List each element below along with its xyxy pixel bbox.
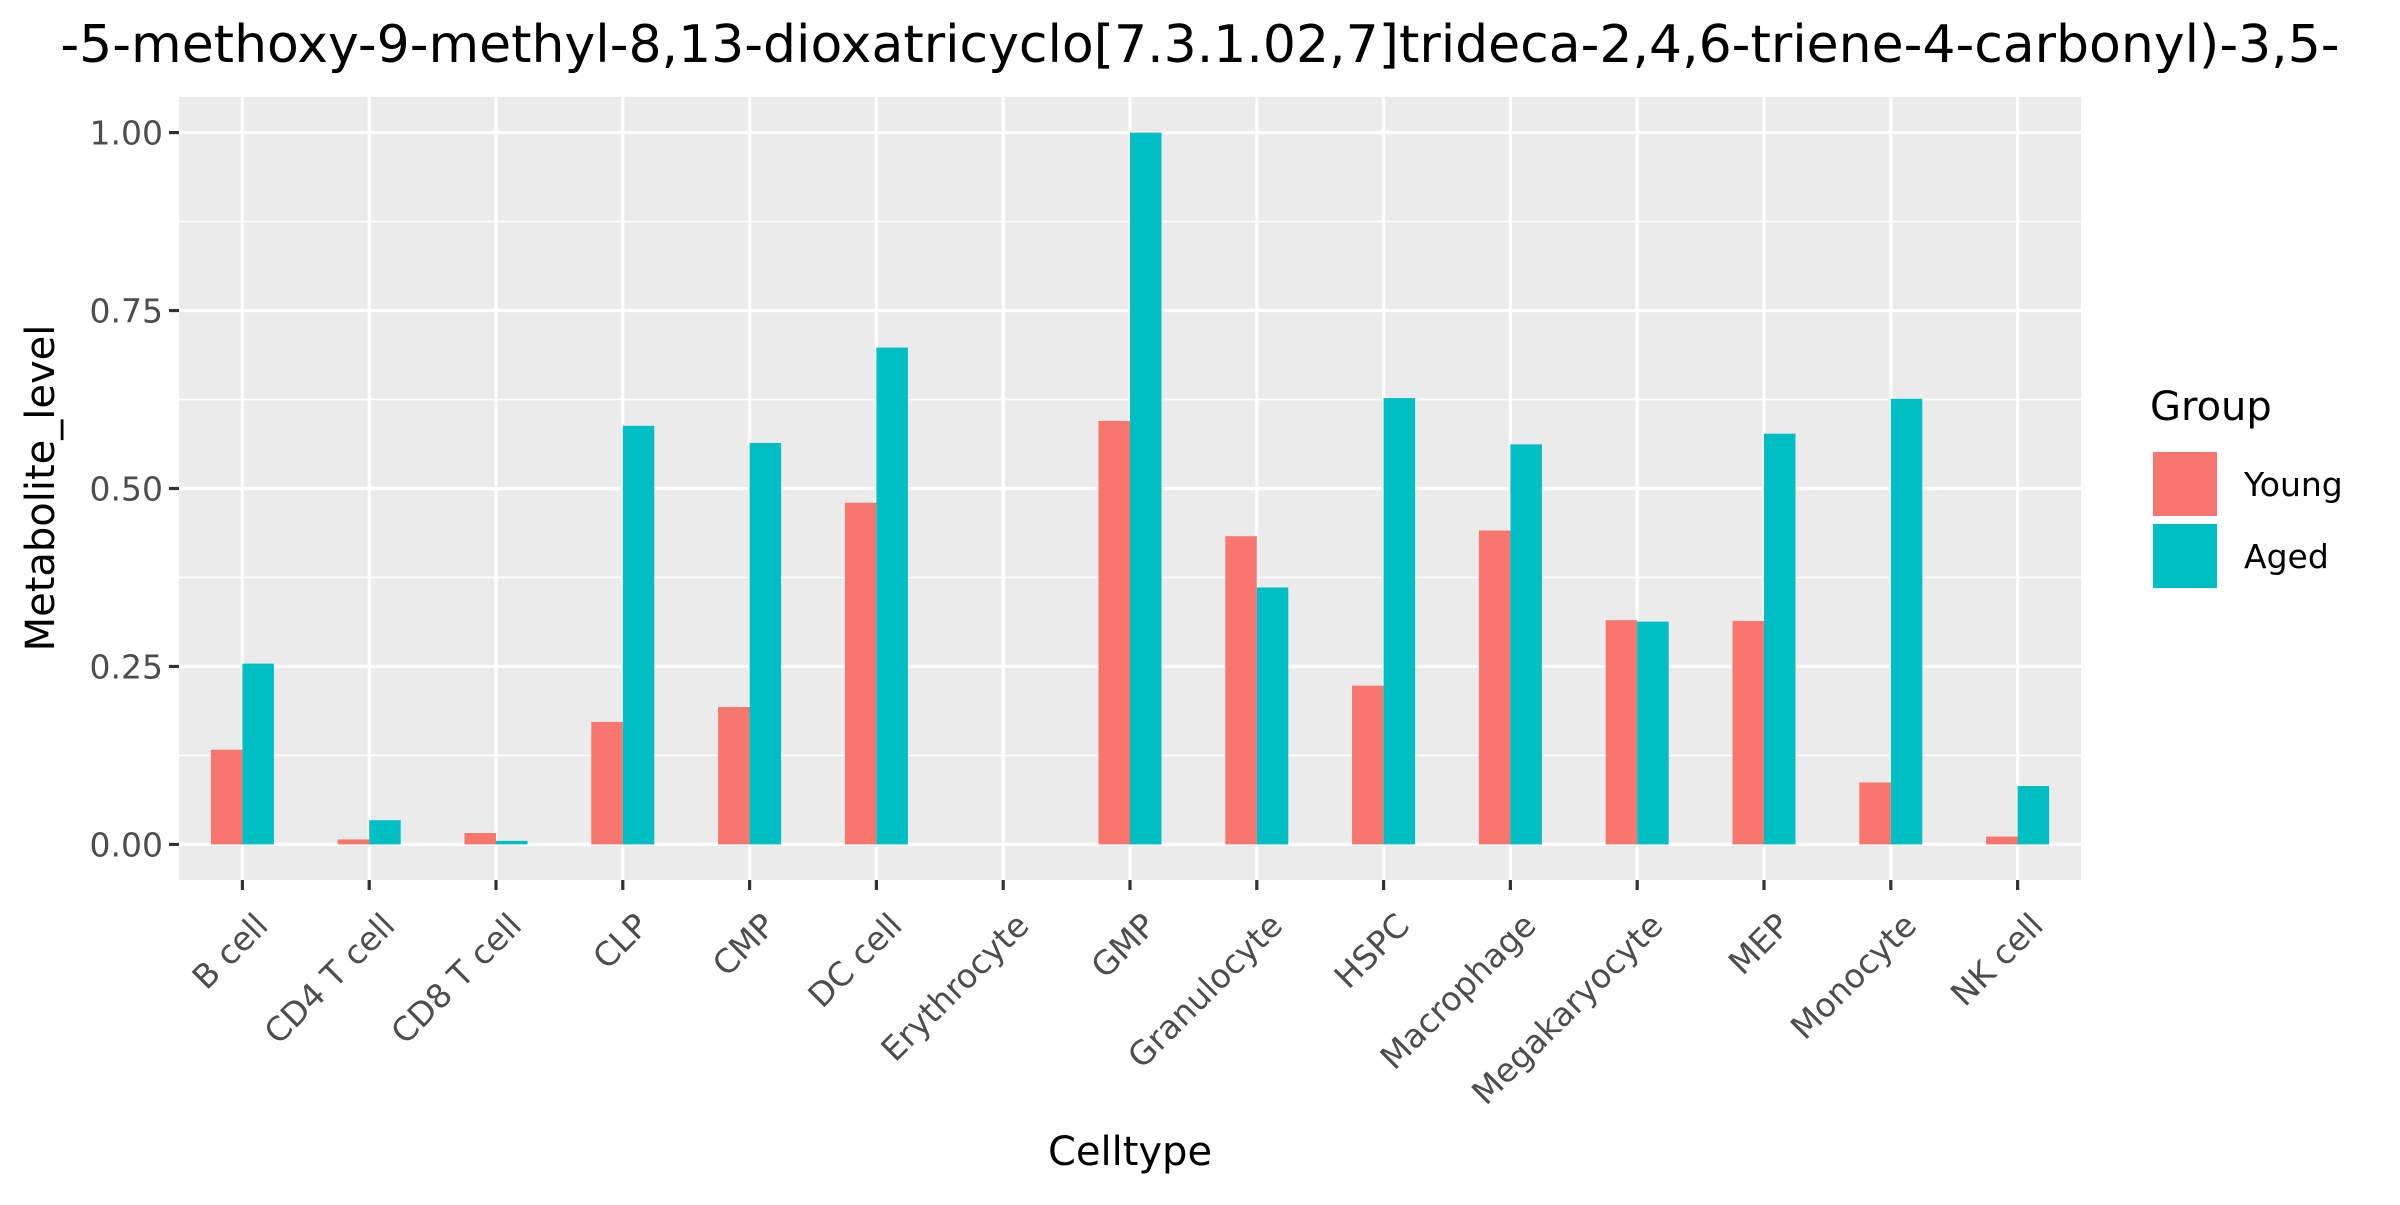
y-axis: 0.00 0.25 0.50 0.75 1.00 [90,114,179,864]
y-tick-label: 0.50 [90,470,163,509]
x-tick-label: HSPC [1326,906,1416,996]
bar-aged-monocyte [1890,398,1923,845]
bar-young-granulocyte [1225,536,1257,845]
x-tick-label: NK cell [1943,906,2051,1014]
y-tick-label: 1.00 [90,114,163,153]
x-tick-label: CLP [585,906,656,977]
y-tick-label: 0.00 [90,825,163,864]
bar-aged-mep [1764,433,1796,845]
x-axis-title: Celltype [1048,1129,1212,1175]
bar-young-gmp [1098,420,1130,845]
x-tick-label: MEP [1721,906,1798,983]
bar-aged-gmp [1130,132,1162,845]
bar-aged-cmp [749,442,782,845]
bar-aged-megakaryocyte [1637,621,1669,845]
legend-key-young [2153,452,2217,516]
bar-young-megakaryocyte [1605,620,1638,845]
legend-label-aged: Aged [2244,537,2329,576]
bar-aged-clp [622,425,655,845]
bar-aged-b-cell [242,663,274,845]
bar-aged-cd8-t-cell [496,840,528,845]
x-tick-label: DC cell [800,906,909,1015]
bar-young-cmp [718,707,750,845]
x-tick-label: B cell [184,906,275,997]
x-tick-label: CMP [705,906,783,984]
x-tick-label: CD8 T cell [383,906,529,1052]
bar-aged-dc-cell [876,347,908,845]
bars [210,132,2050,845]
y-axis-title: Metabolite_level [18,325,64,652]
bar-young-nk-cell [1986,836,2018,845]
chart-title: -5-methoxy-9-methyl-8,13-dioxatricyclo[7… [60,15,2339,75]
legend-label-young: Young [2243,465,2343,504]
bar-aged-cd4-t-cell [369,820,401,845]
legend-title: Group [2150,384,2272,430]
bar-young-clp [591,721,623,845]
bar-young-hspc [1352,685,1384,845]
legend-key-aged [2153,524,2217,588]
bar-young-b-cell [210,749,243,845]
bar-young-dc-cell [844,502,877,845]
x-tick-label: CD4 T cell [256,906,402,1052]
bar-young-cd8-t-cell [464,833,496,845]
y-tick-label: 0.75 [90,292,163,331]
bar-young-cd4-t-cell [337,839,370,845]
bar-aged-hspc [1383,398,1416,845]
bar-young-macrophage [1478,530,1511,845]
y-tick-label: 0.25 [90,647,163,686]
bar-aged-macrophage [1510,444,1542,845]
bar-young-monocyte [1859,782,1891,845]
x-tick-label: Monocyte [1783,906,1924,1047]
bar-young-mep [1732,620,1764,845]
x-tick-label: GMP [1083,906,1163,986]
bar-aged-nk-cell [2017,786,2050,845]
legend: Group Young Aged [2150,384,2343,588]
bar-aged-granulocyte [1256,587,1289,845]
